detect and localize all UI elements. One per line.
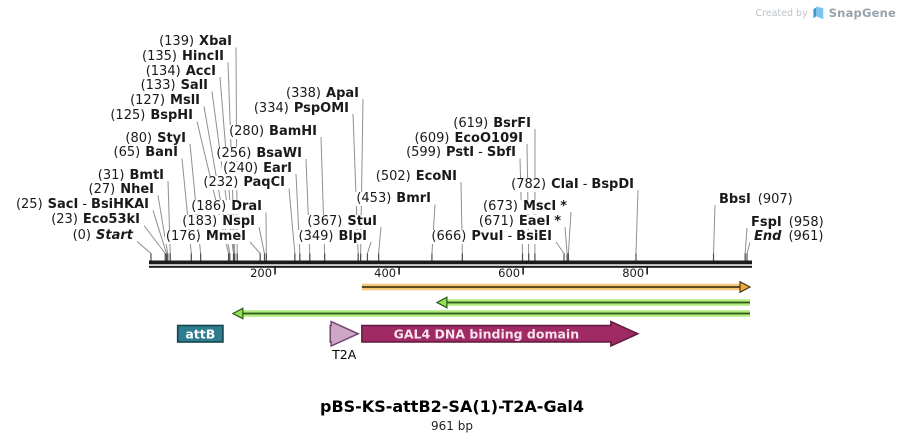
feature-label-t2a: T2A xyxy=(332,347,357,362)
ruler-tick-label: 200 xyxy=(250,266,273,280)
enzyme-site-label-bmri[interactable]: (453) BmrI xyxy=(355,191,432,206)
enzyme-site-label-acci[interactable]: (134) AccI xyxy=(144,63,217,79)
enzyme-site-label-bamhi[interactable]: (280) BamHI xyxy=(228,123,318,139)
feature-gal4-arrow[interactable] xyxy=(361,320,640,348)
enzyme-site-label-drai[interactable]: (186) DraI xyxy=(190,199,263,214)
enzyme-site-label-end[interactable]: End (961) xyxy=(753,229,825,244)
enzyme-site-label-psti[interactable]: (599) PstI - SbfI xyxy=(405,145,517,160)
enzyme-site-label-nhei[interactable]: (27) NheI xyxy=(87,182,155,197)
enzyme-site-label-clai[interactable]: (782) ClaI - BspDI xyxy=(510,176,635,192)
watermark-brand: SnapGene xyxy=(828,6,896,20)
enzyme-site-label-bani[interactable]: (65) BanI xyxy=(112,145,179,160)
enzyme-site-label-fspi[interactable]: FspI (958) xyxy=(750,214,825,230)
enzyme-site-label-sali[interactable]: (133) SalI xyxy=(139,78,209,93)
enzyme-site-label-bsawi[interactable]: (256) BsaWI xyxy=(215,145,303,161)
ruler-tick-label: 800 xyxy=(622,266,645,280)
enzyme-site-label-pspomi[interactable]: (334) PspOMI xyxy=(252,100,350,116)
enzyme-site-label-eco53ki[interactable]: (23) Eco53kI xyxy=(50,212,141,227)
title-block: pBS-KS-attB2-SA(1)-T2A-Gal4 961 bp xyxy=(0,397,904,433)
enzyme-site-label-bbsi[interactable]: BbsI (907) xyxy=(718,191,794,207)
enzyme-site-label-saci[interactable]: (25) SacI - BsiHKAI xyxy=(14,197,150,212)
enzyme-site-label-mmei[interactable]: (176) MmeI xyxy=(164,228,247,244)
ruler-tick-label: 600 xyxy=(498,266,521,280)
enzyme-site-label-msci[interactable]: (673) MscI * xyxy=(482,198,568,214)
enzyme-site-label-blpi[interactable]: (349) BlpI xyxy=(297,228,368,244)
enzyme-site-label-xbai[interactable]: (139) XbaI xyxy=(158,34,233,49)
enzyme-site-label-eaei[interactable]: (671) EaeI * xyxy=(477,213,562,229)
snapgene-logo-icon xyxy=(813,6,824,20)
enzyme-site-label-styi[interactable]: (80) StyI xyxy=(124,130,187,146)
enzyme-site-label-bsrfi[interactable]: (619) BsrFI xyxy=(452,115,532,131)
enzyme-site-label-msli[interactable]: (127) MslI xyxy=(129,93,201,108)
enzyme-site-label-hincii[interactable]: (135) HincII xyxy=(141,49,225,64)
primer-arrow-upper-head-icon xyxy=(435,296,448,309)
enzyme-site-label-bmti[interactable]: (31) BmtI xyxy=(96,167,165,183)
enzyme-site-label-econi[interactable]: (502) EcoNI xyxy=(374,168,458,184)
enzyme-site-label-bsphi[interactable]: (125) BspHI xyxy=(109,108,194,123)
enzyme-site-label-ecoo109i[interactable]: (609) EcoO109I xyxy=(413,130,524,146)
enzyme-site-label-apai[interactable]: (338) ApaI xyxy=(285,85,360,101)
feature-text: attB xyxy=(185,326,215,341)
enzyme-site-label-paqci[interactable]: (232) PaqCI xyxy=(202,175,286,190)
ruler-tick-label: 400 xyxy=(374,266,397,280)
enzyme-site-label-start[interactable]: (0) Start xyxy=(71,228,134,243)
sequence-bar-top[interactable] xyxy=(149,260,752,265)
map-title: pBS-KS-attB2-SA(1)-T2A-Gal4 xyxy=(319,397,584,416)
enzyme-site-label-stui[interactable]: (367) StuI xyxy=(306,213,378,229)
enzyme-site-label-eari[interactable]: (240) EarI xyxy=(222,160,293,176)
primer-arrow-lower-head-icon xyxy=(231,307,244,320)
enzyme-site-label-pvui[interactable]: (666) PvuI - BsiEI xyxy=(430,228,553,244)
map-length: 961 bp xyxy=(431,419,473,433)
watermark-created-by: Created by xyxy=(755,7,808,19)
watermark: Created by SnapGene xyxy=(755,6,896,20)
orf-arrow-head-icon xyxy=(739,280,752,294)
sequence-bar-bottom[interactable] xyxy=(149,265,752,268)
feature-text: GAL4 DNA binding domain xyxy=(394,326,580,341)
feature-attb[interactable] xyxy=(176,324,224,343)
feature-t2a-arrow[interactable] xyxy=(329,320,360,348)
enzyme-site-label-nspi[interactable]: (183) NspI xyxy=(181,213,256,229)
